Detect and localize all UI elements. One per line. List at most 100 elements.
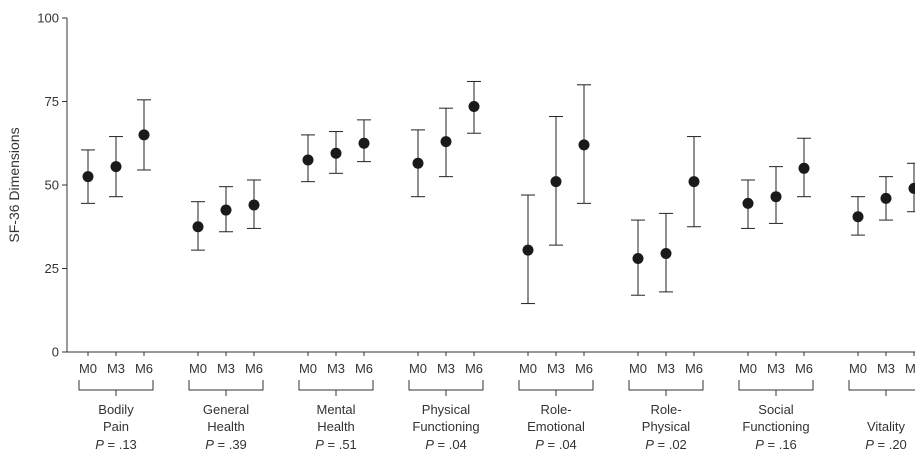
timepoint-label: M6 bbox=[355, 361, 373, 376]
mean-point bbox=[798, 162, 810, 174]
group-name-line1: Physical bbox=[422, 402, 471, 417]
group-bracket bbox=[848, 380, 915, 391]
p-symbol: P bbox=[205, 437, 214, 452]
mean-point bbox=[852, 211, 864, 223]
timepoint-label: M3 bbox=[877, 361, 895, 376]
mean-point bbox=[550, 176, 562, 188]
timepoint-label: M0 bbox=[849, 361, 867, 376]
timepoint-label: M6 bbox=[575, 361, 593, 376]
p-symbol: P bbox=[865, 437, 874, 452]
mean-point bbox=[908, 182, 915, 194]
p-value: = .51 bbox=[324, 437, 357, 452]
p-value-label: P = .39 bbox=[205, 437, 247, 452]
mean-point bbox=[330, 147, 342, 159]
timepoint-label: M3 bbox=[437, 361, 455, 376]
timepoint-label: M6 bbox=[795, 361, 813, 376]
p-value: = .04 bbox=[434, 437, 467, 452]
mean-point bbox=[880, 192, 892, 204]
group-labels: M0 M3 M6 Bodily Pain P = .13 M0 M3 M6 General Heal… bbox=[78, 361, 915, 452]
group-name-line2: Health bbox=[317, 419, 355, 434]
group-bracket bbox=[78, 380, 154, 391]
group-bracket bbox=[628, 380, 704, 391]
mean-point bbox=[770, 191, 782, 203]
p-value-label: P = .13 bbox=[95, 437, 137, 452]
p-symbol: P bbox=[95, 437, 104, 452]
mean-point bbox=[660, 247, 672, 259]
timepoint-label: M0 bbox=[79, 361, 97, 376]
group-name-line2: Vitality bbox=[867, 419, 906, 434]
timepoint-label: M0 bbox=[299, 361, 317, 376]
group-name-line2: Functioning bbox=[742, 419, 809, 434]
p-value-label: P = .04 bbox=[425, 437, 467, 452]
mean-point bbox=[248, 199, 260, 211]
y-axis-label: SF-36 Dimensions bbox=[6, 127, 22, 242]
axes: 0 25 50 75 100 SF-36 Dimensions bbox=[6, 11, 915, 360]
mean-point bbox=[358, 137, 370, 149]
p-value: = .39 bbox=[214, 437, 247, 452]
mean-point bbox=[110, 161, 122, 173]
timepoint-label: M6 bbox=[905, 361, 915, 376]
mean-point bbox=[578, 139, 590, 151]
p-value-label: P = .20 bbox=[865, 437, 907, 452]
group-name-line2: Emotional bbox=[527, 419, 585, 434]
y-tick-label: 75 bbox=[45, 94, 59, 109]
group-name-line1: Role- bbox=[650, 402, 681, 417]
p-symbol: P bbox=[315, 437, 324, 452]
p-value: = .04 bbox=[544, 437, 577, 452]
timepoint-label: M3 bbox=[107, 361, 125, 376]
timepoint-label: M6 bbox=[135, 361, 153, 376]
p-value-label: P = .02 bbox=[645, 437, 687, 452]
group-bracket bbox=[738, 380, 814, 391]
p-symbol: P bbox=[535, 437, 544, 452]
group-name-line1: Role- bbox=[540, 402, 571, 417]
y-tick-label: 100 bbox=[37, 11, 59, 26]
p-value-label: P = .04 bbox=[535, 437, 577, 452]
p-value: = .13 bbox=[104, 437, 137, 452]
timepoint-label: M0 bbox=[519, 361, 537, 376]
timepoint-label: M0 bbox=[189, 361, 207, 376]
y-tick-label: 50 bbox=[45, 178, 59, 193]
mean-point bbox=[522, 244, 534, 256]
mean-point bbox=[468, 101, 480, 113]
p-symbol: P bbox=[645, 437, 654, 452]
mean-point bbox=[82, 171, 94, 183]
group-name-line1: Mental bbox=[316, 402, 355, 417]
group-name-line2: Functioning bbox=[412, 419, 479, 434]
p-value: = .16 bbox=[764, 437, 797, 452]
timepoint-label: M0 bbox=[739, 361, 757, 376]
marks bbox=[81, 80, 915, 305]
timepoint-label: M0 bbox=[409, 361, 427, 376]
group-name-line2: Pain bbox=[103, 419, 129, 434]
group-bracket bbox=[298, 380, 374, 391]
group-name-line1: Social bbox=[758, 402, 794, 417]
mean-point bbox=[412, 157, 424, 169]
group-bracket bbox=[408, 380, 484, 391]
timepoint-label: M3 bbox=[767, 361, 785, 376]
group-name-line2: Physical bbox=[642, 419, 691, 434]
group-bracket bbox=[518, 380, 594, 391]
y-tick-label: 0 bbox=[52, 345, 59, 360]
timepoint-label: M6 bbox=[245, 361, 263, 376]
timepoint-label: M3 bbox=[217, 361, 235, 376]
p-value-label: P = .16 bbox=[755, 437, 797, 452]
group-name-line1: Bodily bbox=[98, 402, 134, 417]
mean-point bbox=[440, 136, 452, 148]
mean-point bbox=[632, 252, 644, 264]
p-symbol: P bbox=[755, 437, 764, 452]
p-value: = .20 bbox=[874, 437, 907, 452]
p-symbol: P bbox=[425, 437, 434, 452]
timepoint-label: M3 bbox=[657, 361, 675, 376]
timepoint-label: M3 bbox=[547, 361, 565, 376]
group-bracket bbox=[188, 380, 264, 391]
mean-point bbox=[688, 176, 700, 188]
y-tick-label: 25 bbox=[45, 261, 59, 276]
mean-point bbox=[302, 154, 314, 166]
timepoint-label: M0 bbox=[629, 361, 647, 376]
p-value-label: P = .51 bbox=[315, 437, 357, 452]
mean-point bbox=[138, 129, 150, 141]
mean-point bbox=[742, 197, 754, 209]
timepoint-label: M6 bbox=[685, 361, 703, 376]
timepoint-label: M3 bbox=[327, 361, 345, 376]
